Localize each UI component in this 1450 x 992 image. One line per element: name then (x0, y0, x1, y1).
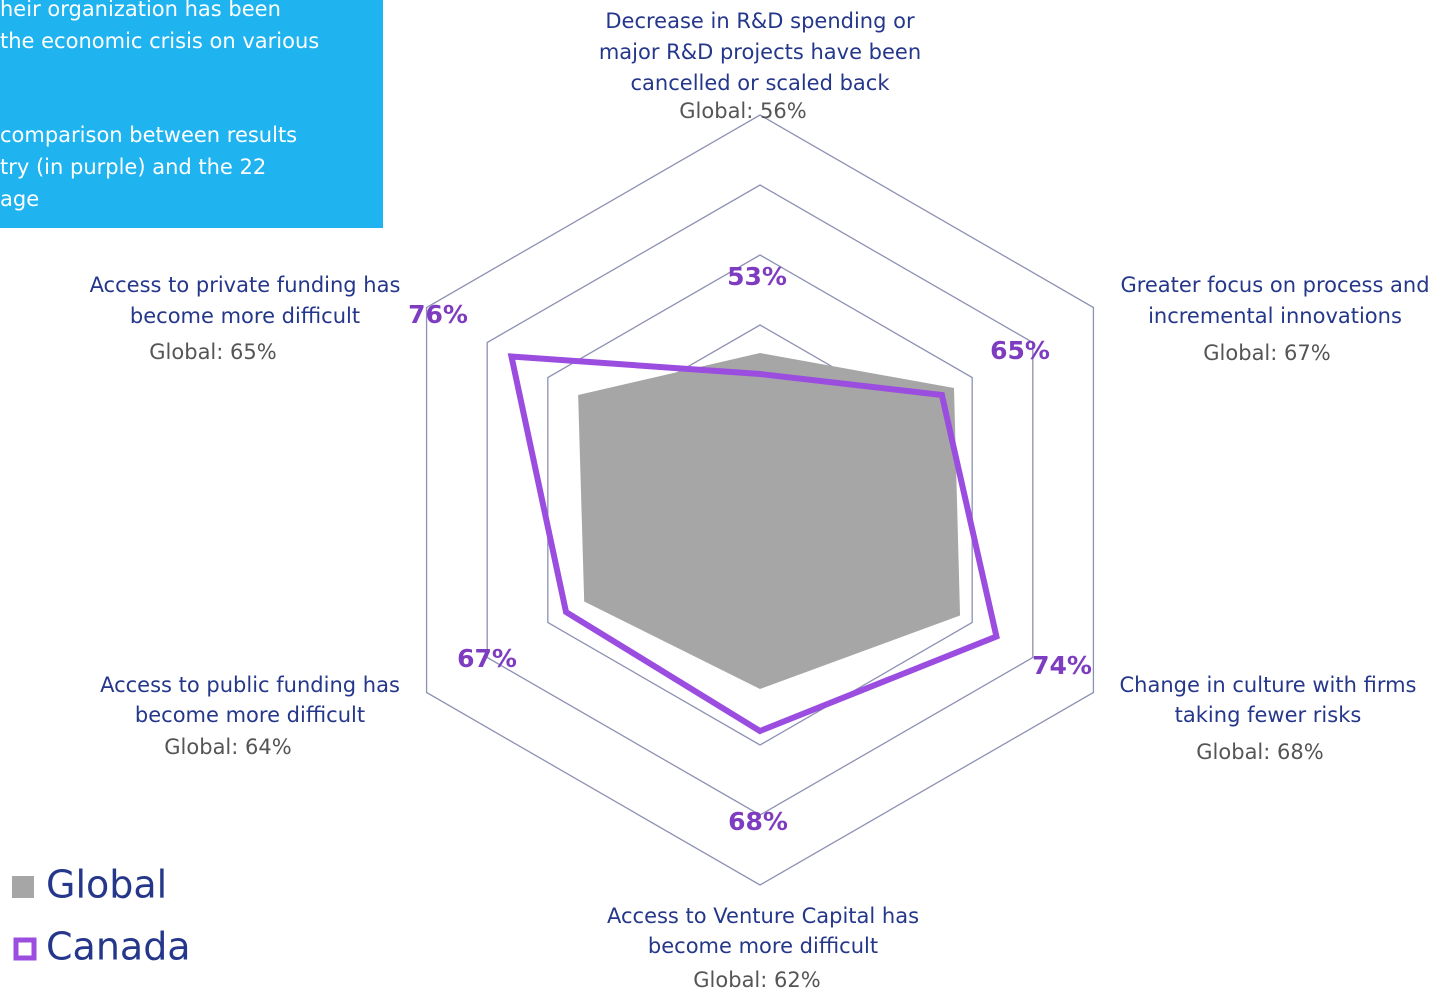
category-label: Greater focus on process and incremental … (1120, 273, 1429, 328)
canada-value-label: 67% (457, 644, 517, 673)
canada-value-label: 74% (1032, 651, 1092, 680)
global-value-label: Global: 56% (679, 99, 806, 123)
legend-swatch (13, 937, 37, 961)
grid-ring (425, 114, 1095, 886)
canada-value-label: 68% (728, 807, 788, 836)
note-text: heir organization has been (0, 0, 281, 21)
category-label: Access to Venture Capital has become more… (607, 904, 919, 958)
global-value-label: Global: 64% (164, 735, 291, 759)
note-text: try (in purple) and the 22 (0, 155, 266, 179)
global-value-label: Global: 68% (1196, 740, 1323, 764)
global-value-label: Global: 62% (693, 968, 820, 992)
legend-label: Global (46, 863, 167, 907)
note-text: the economic crisis on various (0, 29, 319, 53)
series-line (507, 353, 1000, 735)
category-label: Access to private funding has become more… (90, 273, 401, 328)
category-label: Change in culture with firms taking fewer… (1119, 673, 1416, 727)
canada-value-label: 53% (727, 262, 787, 291)
note-box (0, 0, 383, 228)
note-text: comparison between results (0, 123, 297, 147)
category-label: Decrease in R&D spending or major R&D pro… (599, 9, 921, 95)
series-area (578, 353, 961, 689)
grid-ring (486, 184, 1034, 816)
global-value-label: Global: 65% (149, 340, 276, 364)
global-value-label: Global: 67% (1203, 341, 1330, 365)
grid-ring (547, 254, 973, 746)
note-text: age (0, 187, 39, 211)
legend-label: Canada (46, 925, 191, 969)
canada-value-label: 65% (990, 336, 1050, 365)
category-label: Access to public funding has become more … (100, 673, 400, 727)
legend-swatch (12, 876, 34, 898)
canada-value-label: 76% (408, 300, 468, 329)
